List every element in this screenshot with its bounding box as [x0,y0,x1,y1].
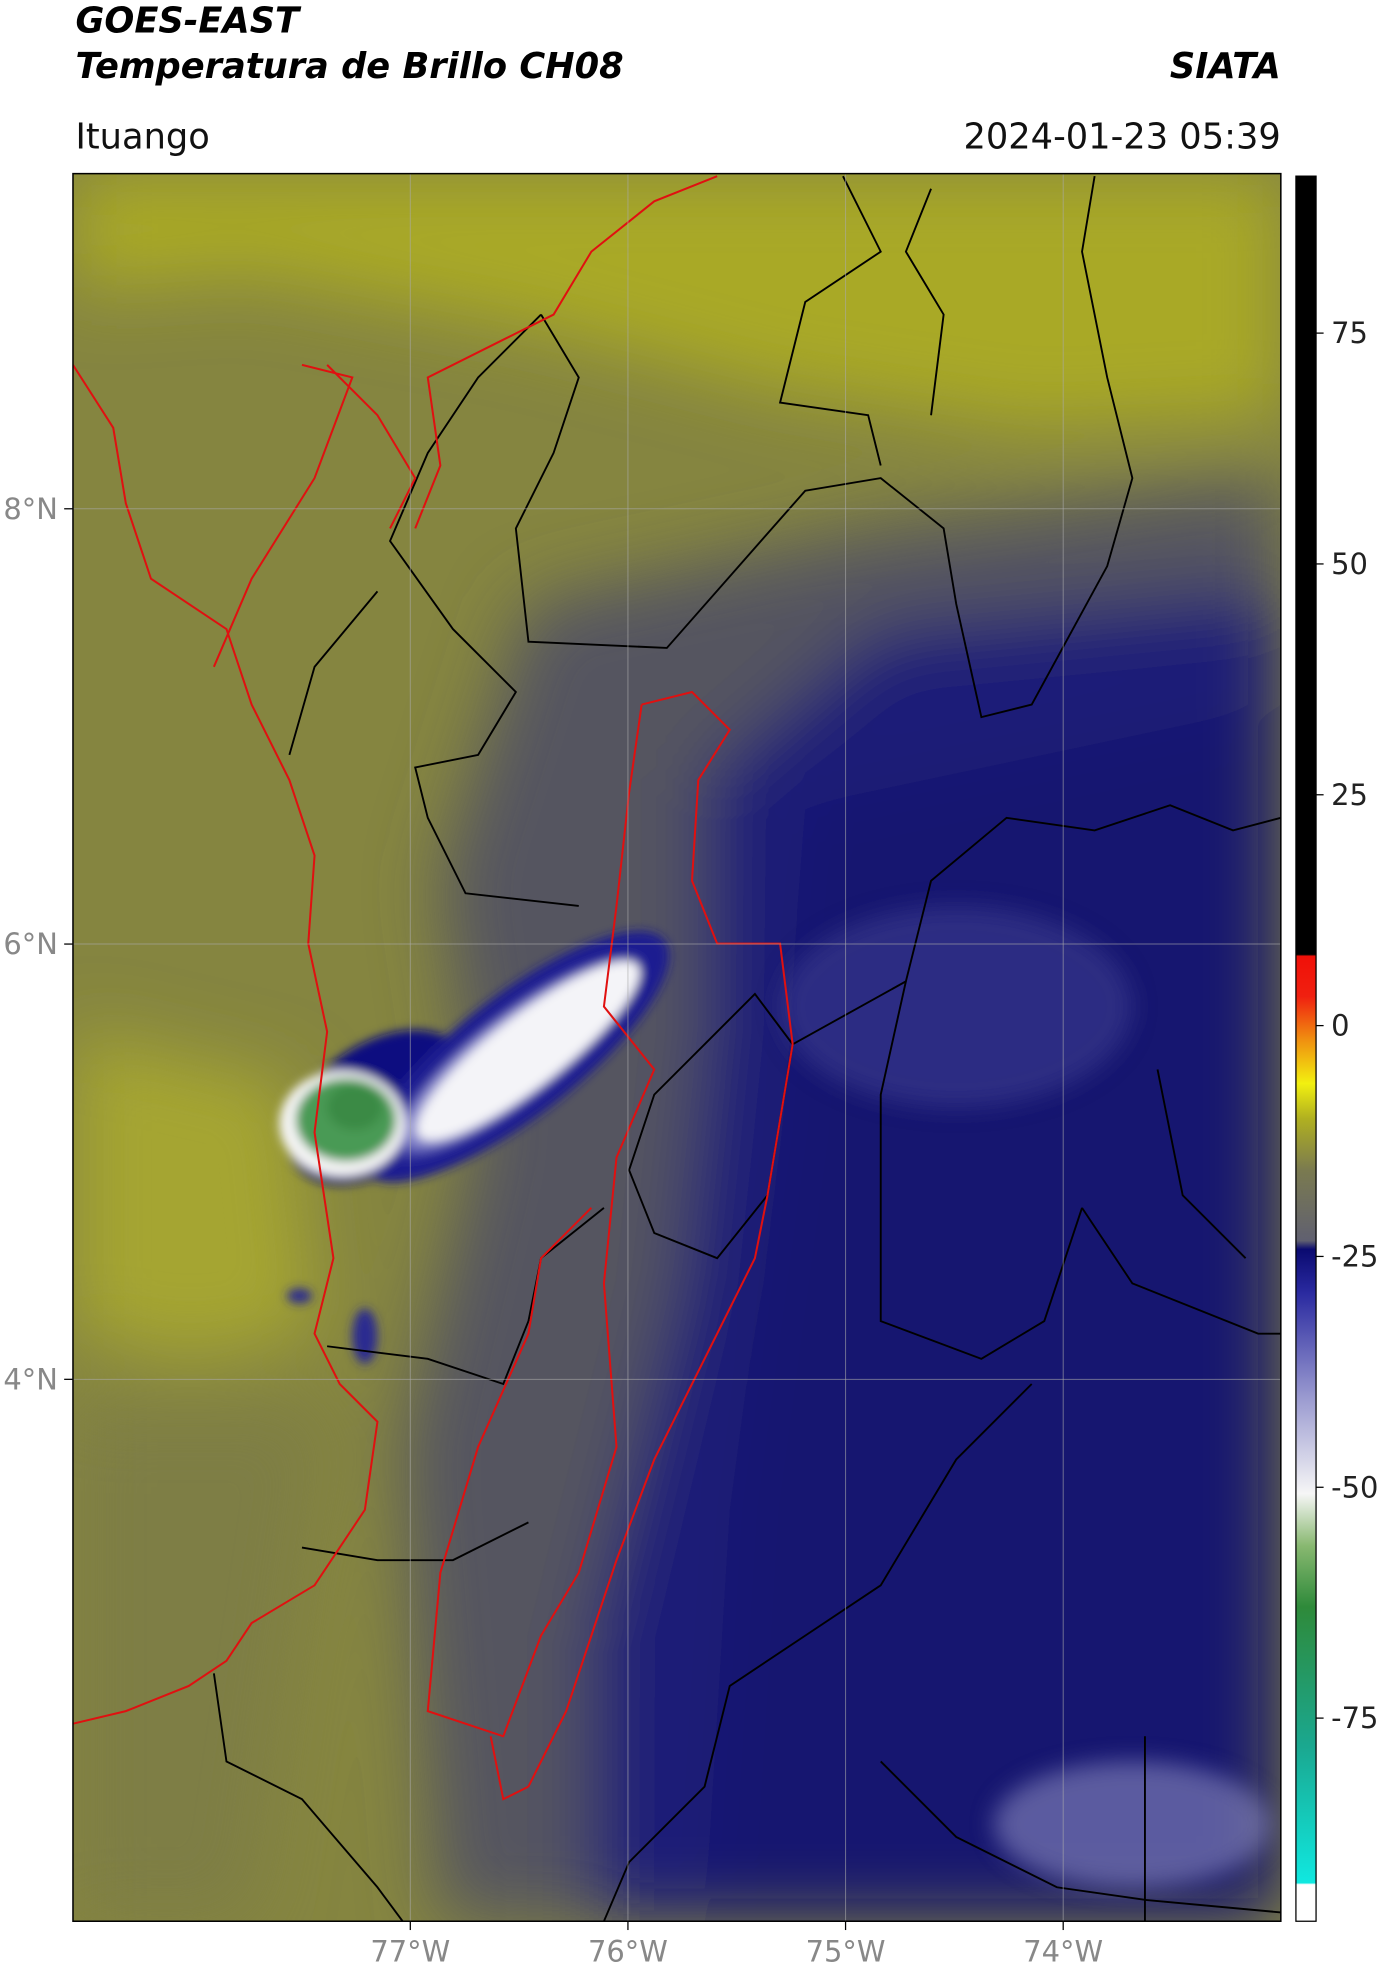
x-tick-label: 75°W [806,1934,886,1968]
colorbar-tick-label: -25 [1331,1240,1378,1274]
colorbar-tick-label: -50 [1331,1470,1378,1504]
colorbar-tick-label: 0 [1331,1009,1349,1043]
title: GOES-EAST [75,1,302,42]
colorbar-tick-label: -75 [1331,1701,1378,1735]
y-tick-label: 8°N [3,492,58,526]
map-image [72,173,1281,1922]
borders [212,175,1281,1922]
x-tick-label: 77°W [370,1934,450,1968]
colorbar-tick-label: 75 [1331,316,1368,350]
colorbar-tick-label: 50 [1331,547,1368,581]
location: Ituango [75,116,209,157]
y-tick-label: 6°N [3,927,58,961]
y-tick-label: 4°N [3,1362,58,1396]
axes: 77°W 76°W 75°W 74°W 8°N 6°N 4°N 75 50 25 0 -25 -50 -7… [3,316,1378,1968]
map-frame [72,172,1282,1922]
colorbar-tick-label: 25 [1331,778,1368,812]
graticule [72,173,1281,1922]
source: SIATA [1170,46,1281,87]
datetime: 2024-01-23 05:39 [963,116,1280,157]
x-tick-label: 74°W [1023,1934,1103,1968]
colorbar [1295,175,1317,1922]
coastline [72,175,794,1801]
title: Temperatura de Brillo CH08 [75,46,623,87]
x-tick-label: 76°W [588,1934,668,1968]
